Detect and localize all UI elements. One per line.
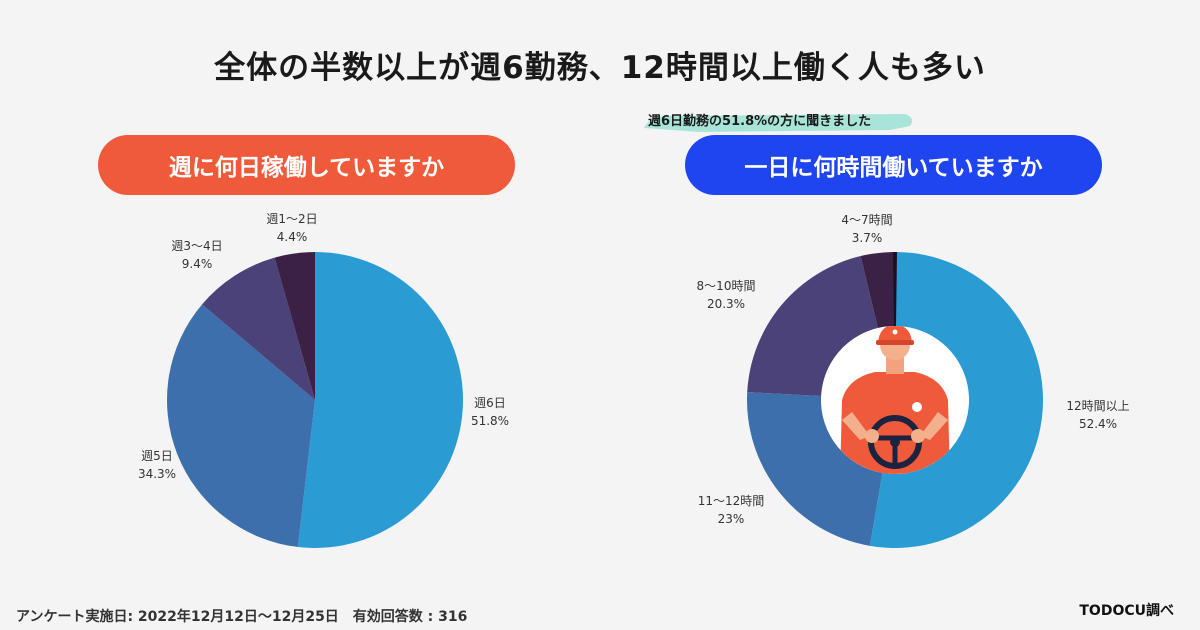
slice-label-1-0: 12時間以上 — [1066, 399, 1129, 413]
pie-slice-0-3 — [274, 252, 315, 400]
slice-value-0-0: 51.8% — [471, 414, 509, 428]
pie-slice-0-2 — [202, 257, 315, 400]
donut-chart-hours — [746, 252, 1044, 548]
note-callout: 週6日勤務の51.8%の方に聞きました — [640, 106, 920, 134]
slice-value-0-1: 34.3% — [138, 467, 176, 481]
slice-label-1-1: 11〜12時間 — [698, 494, 765, 508]
slice-label-0-0: 週6日 — [474, 396, 506, 410]
pie-slice-1-1 — [746, 392, 883, 546]
slice-label-1-3: 4〜7時間 — [841, 213, 892, 227]
chart-right-title: 一日に何時間働いていますか — [685, 135, 1102, 195]
pie-labels-days: 週6日 51.8% 週5日 34.3% 週3〜4日 9.4% 週1〜2日 4.4% — [138, 212, 509, 481]
driver-illustration — [821, 326, 969, 474]
pie-slice-1-0 — [869, 252, 1044, 548]
slice-value-0-2: 9.4% — [182, 257, 213, 271]
pie-slice-0-1 — [166, 304, 315, 547]
slice-label-0-3: 週1〜2日 — [266, 212, 317, 226]
pie-slice-1-3 — [860, 252, 895, 329]
pie-slice-1-2 — [747, 256, 878, 397]
slice-value-1-0: 52.4% — [1079, 417, 1117, 431]
slice-value-1-1: 23% — [718, 512, 745, 526]
slice-value-0-3: 4.4% — [277, 230, 308, 244]
pie-labels-hours: 12時間以上 52.4% 11〜12時間 23% 8〜10時間 20.3% 4〜7時間 3.7… — [697, 213, 1130, 526]
slice-label-0-1: 週5日 — [141, 449, 173, 463]
note-highlight — [644, 114, 913, 132]
pie-chart-days — [166, 252, 464, 548]
donut-top-accent — [893, 252, 897, 326]
pie-slice-0-0 — [297, 252, 464, 548]
slice-value-1-3: 3.7% — [852, 231, 883, 245]
source-credit: TODOCU調べ — [1079, 603, 1174, 619]
survey-footer: アンケート実施日: 2022年12月12日〜12月25日 有効回答数 : 316 — [16, 609, 468, 625]
slice-label-1-2: 8〜10時間 — [697, 279, 756, 293]
slice-value-1-2: 20.3% — [707, 297, 745, 311]
note-text: 週6日勤務の51.8%の方に聞きました — [648, 114, 872, 129]
slice-label-0-2: 週3〜4日 — [171, 239, 222, 253]
chart-left-title: 週に何日稼働していますか — [98, 135, 515, 195]
page-title: 全体の半数以上が週6勤務、12時間以上働く人も多い — [214, 50, 986, 86]
